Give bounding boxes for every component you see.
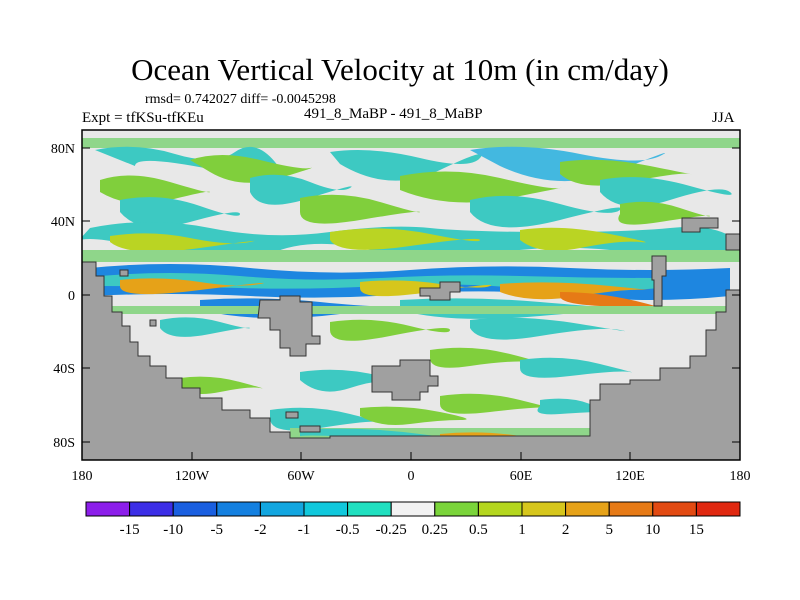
experiment-label: Expt = tfKSu-tfKEu	[82, 110, 204, 126]
equatorial-band	[82, 264, 740, 319]
colorbar-label: 5	[605, 522, 613, 538]
colorbar-swatch	[434, 501, 479, 517]
colorbar-swatch	[521, 501, 567, 517]
colorbar-swatch	[85, 501, 131, 517]
colorbar: -15 -10 -5 -2 -1 -0.5 -0.25 0.25 0.5 1 2 5 10 15	[85, 501, 741, 538]
lon-tick-label: 180	[730, 469, 751, 484]
map-title: Ocean Vertical Velocity at 10m (in cm/da…	[131, 52, 669, 87]
colorbar-swatch	[129, 501, 174, 517]
colorbar-label: 0.25	[422, 522, 448, 538]
colorbar-swatch	[303, 501, 349, 517]
stats-text: rmsd= 0.742027 diff= -0.0045298	[145, 92, 336, 107]
lon-tick-label: 0	[408, 469, 415, 484]
colorbar-swatch	[608, 501, 654, 517]
lon-tick-label: 180	[72, 469, 93, 484]
case-label: 491_8_MaBP - 491_8_MaBP	[304, 106, 483, 122]
colorbar-swatch	[565, 501, 610, 517]
colorbar-swatch	[216, 501, 261, 517]
season-label: JJA	[712, 110, 735, 126]
colorbar-swatch	[477, 501, 523, 517]
colorbar-label: -1	[298, 522, 311, 538]
lat-tick-label: 0	[68, 289, 75, 304]
colorbar-swatch	[347, 501, 392, 517]
north-field-patches	[82, 138, 740, 228]
lat-tick-label: 40N	[51, 215, 75, 230]
colorbar-label: -2	[254, 522, 267, 538]
midlat-bands	[82, 222, 740, 263]
colorbar-swatch	[259, 501, 305, 517]
land-masses	[82, 217, 740, 460]
colorbar-label: -15	[120, 522, 140, 538]
lat-tick-label: 80S	[53, 436, 75, 451]
colorbar-label: -0.5	[336, 522, 360, 538]
lon-tick-label: 60W	[287, 469, 315, 484]
colorbar-label: 10	[645, 522, 660, 538]
colorbar-label: -0.25	[376, 522, 407, 538]
colorbar-label: 1	[518, 522, 526, 538]
colorbar-label: 2	[562, 522, 570, 538]
map-field	[82, 130, 740, 460]
lat-tick-label: 80N	[51, 142, 75, 157]
lat-axis	[82, 147, 740, 443]
lon-tick-label: 120E	[615, 469, 645, 484]
colorbar-label: -10	[163, 522, 183, 538]
colorbar-swatch	[390, 501, 436, 517]
lon-tick-label: 60E	[510, 469, 533, 484]
colorbar-swatch	[652, 501, 697, 517]
lat-tick-label: 40S	[53, 362, 75, 377]
lon-axis	[81, 452, 741, 460]
colorbar-label: 0.5	[469, 522, 488, 538]
colorbar-swatch	[172, 501, 218, 517]
colorbar-label: -5	[211, 522, 224, 538]
lon-tick-label: 120W	[175, 469, 210, 484]
colorbar-swatch	[695, 501, 741, 517]
colorbar-label: 15	[689, 522, 704, 538]
